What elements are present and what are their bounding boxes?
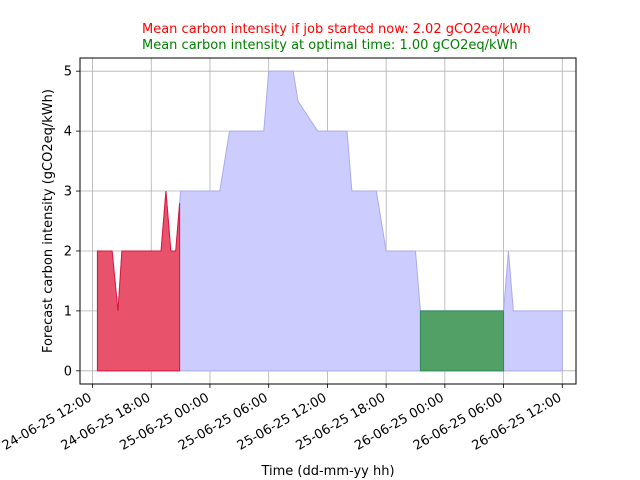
series-layer — [96, 70, 563, 372]
plot-frame — [79, 57, 577, 385]
job-now-area — [96, 190, 181, 372]
y-tick-label: 3 — [64, 185, 72, 200]
y-tick-label: 2 — [64, 244, 72, 259]
y-tick-label: 4 — [64, 125, 72, 140]
annotation-optimal: Mean carbon intensity at optimal time: 1… — [142, 38, 518, 53]
y-tick-label: 1 — [64, 304, 72, 319]
y-axis-title: Forecast carbon intensity (gCO2eq/kWh) — [41, 89, 56, 353]
y-tick-label: 0 — [64, 364, 72, 379]
y-tick-label: 5 — [64, 65, 72, 80]
job-optimal-area — [419, 310, 505, 372]
y-axis: 0 1 2 3 4 5 — [64, 65, 80, 379]
annotation-now: Mean carbon intensity if job started now… — [142, 22, 531, 37]
x-axis-title: Time (dd-mm-yy hh) — [260, 464, 394, 479]
